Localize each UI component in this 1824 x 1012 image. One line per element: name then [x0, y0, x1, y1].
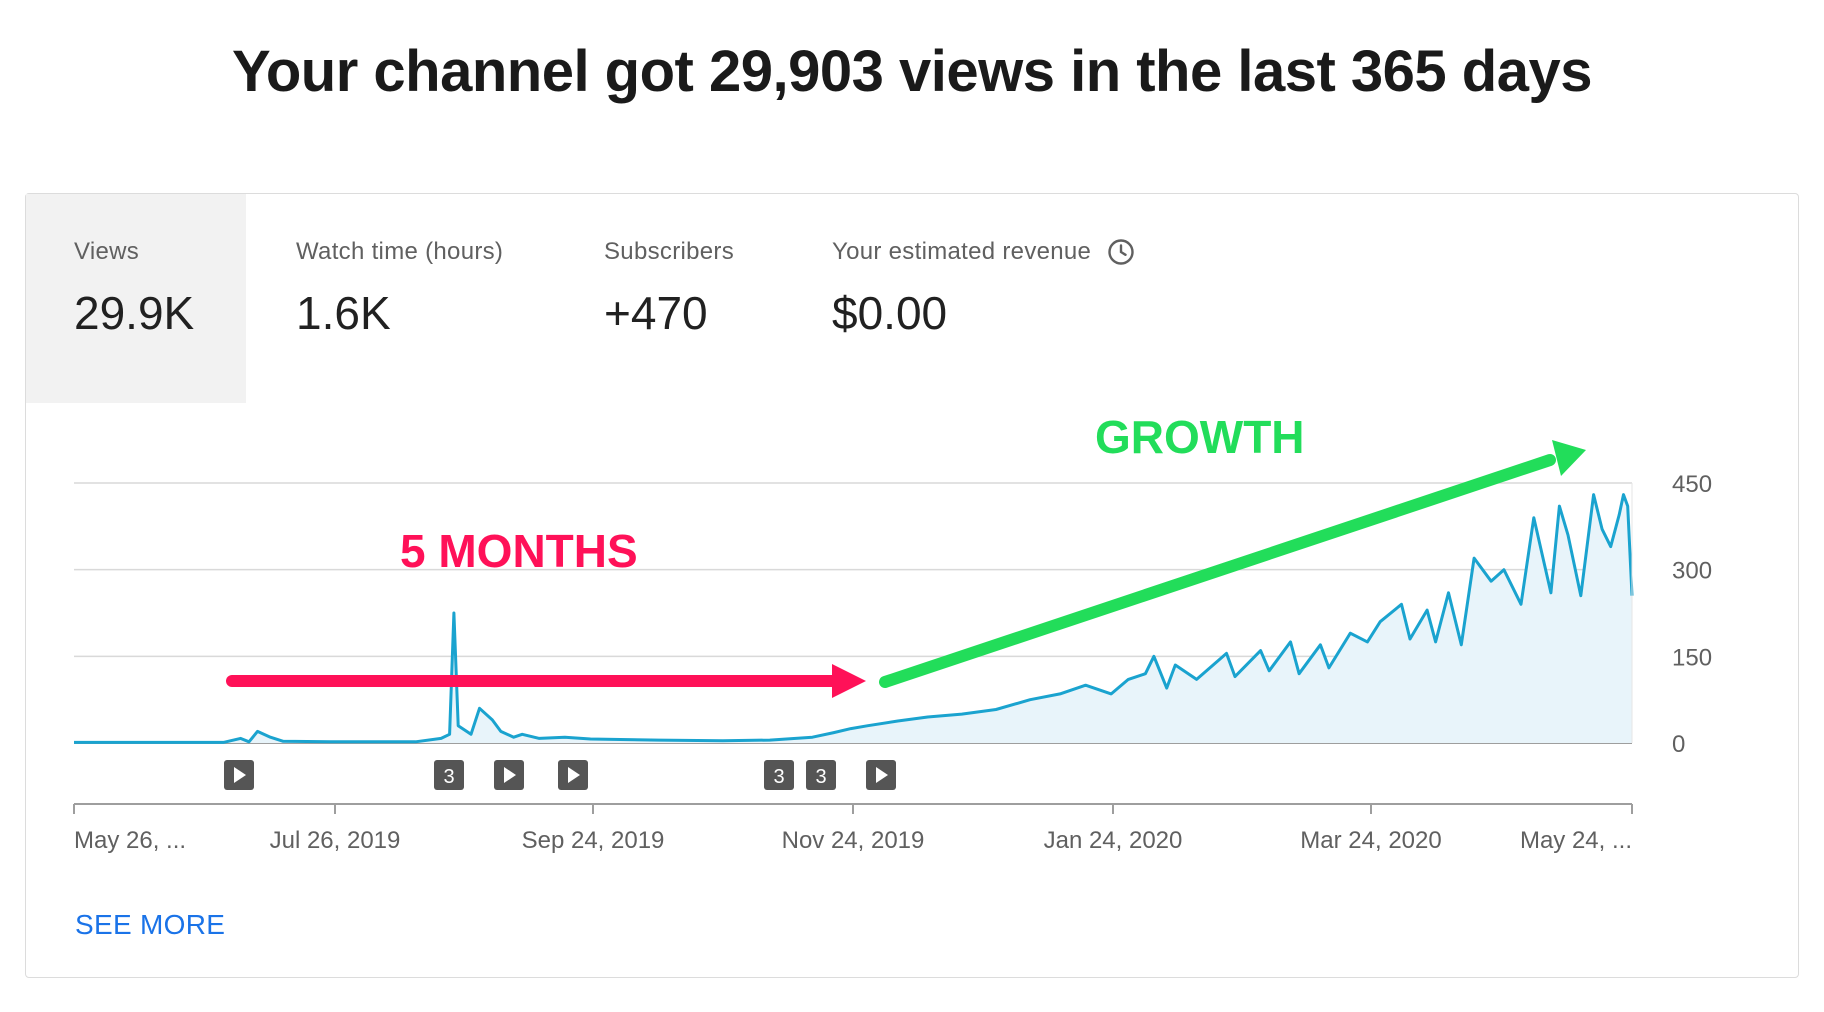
x-tick-label: May 24, ...: [1520, 827, 1632, 854]
video-marker-count[interactable]: 3: [764, 760, 794, 790]
green-arrow-shaft: [879, 454, 1556, 688]
metric-tab-views[interactable]: Views 29.9K: [26, 194, 246, 403]
video-count-label: 3: [773, 766, 784, 788]
video-marker-play-icon[interactable]: [494, 760, 524, 790]
play-icon: [504, 767, 516, 783]
metric-tab-watch-time[interactable]: Watch time (hours) 1.6K: [296, 194, 556, 403]
x-tick-label: May 26, ...: [74, 827, 186, 854]
red-arrow-head: [832, 664, 866, 698]
video-marker-play-icon[interactable]: [558, 760, 588, 790]
views-chart: 0 150 300 450 May 26, ... Jul 26, 2019 Sep 24,…: [73, 411, 1712, 854]
annotation-growth: GROWTH: [1095, 411, 1305, 463]
metric-value: 1.6K: [296, 287, 391, 339]
play-icon: [234, 767, 246, 783]
y-tick-label: 150: [1672, 644, 1712, 671]
play-icon: [568, 767, 580, 783]
y-tick-label: 0: [1672, 731, 1685, 758]
x-tick-label: Jul 26, 2019: [270, 827, 401, 854]
metric-tabs: Views 29.9K Watch time (hours) 1.6K Subs…: [26, 194, 1226, 403]
see-more-link[interactable]: SEE MORE: [75, 909, 226, 940]
y-tick-label: 450: [1672, 471, 1712, 498]
video-marker-count[interactable]: 3: [806, 760, 836, 790]
play-icon: [876, 767, 888, 783]
metric-label: Views: [74, 238, 140, 265]
video-marker-play-icon[interactable]: [224, 760, 254, 790]
x-tick-label: Mar 24, 2020: [1300, 827, 1441, 854]
x-tick-label: Nov 24, 2019: [782, 827, 925, 854]
metric-value: $0.00: [832, 287, 948, 339]
green-arrow-head: [1552, 440, 1586, 476]
video-count-label: 3: [443, 766, 454, 788]
metric-label: Your estimated revenue: [832, 238, 1092, 265]
metric-label: Watch time (hours): [296, 238, 504, 265]
metric-tab-estimated-revenue[interactable]: Your estimated revenue $0.00: [832, 194, 1172, 403]
x-tick-label: Sep 24, 2019: [522, 827, 665, 854]
clock-icon[interactable]: [1107, 238, 1135, 266]
metric-label: Subscribers: [604, 238, 735, 265]
metric-value: +470: [604, 287, 708, 339]
x-tick-label: Jan 24, 2020: [1044, 827, 1183, 854]
page-title: Your channel got 29,903 views in the las…: [231, 39, 1593, 104]
video-marker-play-icon[interactable]: [866, 760, 896, 790]
annotation-5-months: 5 MONTHS: [400, 525, 638, 577]
metric-tab-subscribers[interactable]: Subscribers +470: [604, 194, 784, 403]
metric-label-row: Your estimated revenue: [832, 238, 1172, 266]
video-count-label: 3: [815, 766, 826, 788]
y-tick-label: 300: [1672, 558, 1712, 585]
views-line: [74, 493, 1634, 744]
views-area: [74, 494, 1632, 743]
video-marker-count[interactable]: 3: [434, 760, 464, 790]
metric-value: 29.9K: [74, 287, 195, 339]
